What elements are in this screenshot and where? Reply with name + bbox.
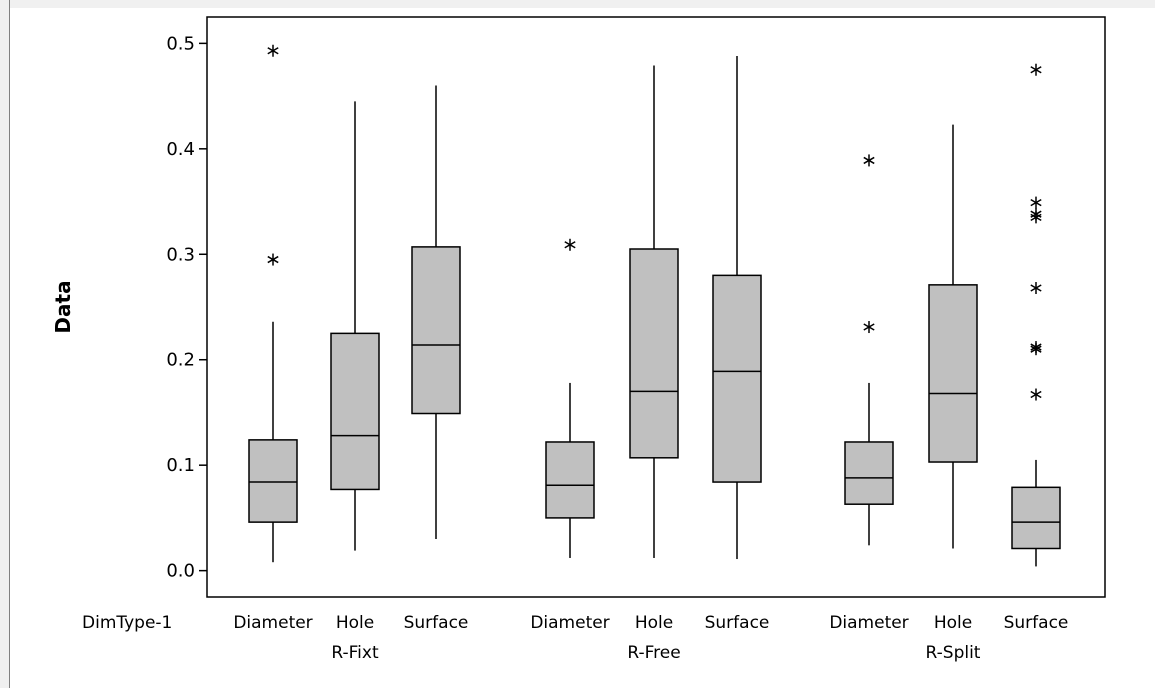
y-axis-label: Data xyxy=(51,280,75,333)
box-r-split-hole xyxy=(928,124,978,549)
box-r-split-diameter xyxy=(844,154,894,546)
group-r-split xyxy=(844,63,1061,567)
box-series xyxy=(248,44,1061,567)
outlier-point xyxy=(267,253,279,266)
y-axis: 0.0 0.1 0.2 0.3 0.4 0.5 xyxy=(166,33,207,582)
group-r-fixt xyxy=(248,44,461,563)
category-label: Diameter xyxy=(233,613,312,633)
iqr-box xyxy=(330,332,380,491)
category-label: Surface xyxy=(1004,613,1069,633)
outlier-point xyxy=(267,44,279,57)
outlier-point xyxy=(1030,282,1042,295)
window-top-edge xyxy=(10,0,1155,8)
box-r-free-diameter xyxy=(545,238,595,558)
iqr-box xyxy=(545,441,595,519)
category-label: Diameter xyxy=(530,613,609,633)
box-r-free-hole xyxy=(629,65,679,558)
category-label: Surface xyxy=(404,613,469,633)
y-tick-label: 0.4 xyxy=(166,139,195,160)
category-label: Hole xyxy=(934,613,972,633)
y-tick-label: 0.5 xyxy=(166,33,195,54)
box-r-fixt-diameter xyxy=(248,44,298,563)
iqr-box xyxy=(928,284,978,463)
category-label: Diameter xyxy=(829,613,908,633)
x-axis-labels: Diameter Hole Surface R-Fixt Diameter Hole Sur… xyxy=(233,613,1068,663)
outlier-stroke xyxy=(1030,198,1042,207)
outlier-stroke xyxy=(564,241,576,249)
outlier-stroke xyxy=(1030,343,1042,351)
outlier-point xyxy=(863,321,875,334)
box-r-split-surface xyxy=(1011,63,1061,567)
group-label: R-Fixt xyxy=(331,643,379,663)
outlier-stroke xyxy=(863,323,875,331)
y-tick-label: 0.1 xyxy=(166,455,195,476)
outlier-point xyxy=(1030,208,1042,221)
outlier-stroke xyxy=(1030,390,1042,399)
category-label: Hole xyxy=(635,613,673,633)
iqr-box xyxy=(1011,486,1061,550)
outlier-point xyxy=(1030,388,1042,401)
outlier-point xyxy=(564,238,576,251)
category-label: Surface xyxy=(705,613,770,633)
outlier-stroke xyxy=(1030,284,1042,292)
outlier-point xyxy=(1030,196,1042,209)
outlier-point xyxy=(863,154,875,167)
box-r-free-surface xyxy=(712,56,762,560)
outlier-point xyxy=(1030,341,1042,354)
box-r-fixt-hole xyxy=(330,101,380,551)
y-tick-label: 0.3 xyxy=(166,244,195,265)
outlier-stroke xyxy=(1030,210,1042,218)
box-r-fixt-surface xyxy=(411,85,461,539)
outlier-stroke xyxy=(1030,66,1042,74)
group-label: R-Split xyxy=(926,643,981,663)
iqr-box xyxy=(411,246,461,415)
outlier-point xyxy=(1030,63,1042,76)
group-r-free xyxy=(545,56,762,560)
iqr-box xyxy=(248,439,298,523)
iqr-box xyxy=(629,248,679,459)
group-label: R-Free xyxy=(627,643,680,663)
outlier-stroke xyxy=(863,156,875,165)
y-tick-label: 0.2 xyxy=(166,350,195,371)
window-left-edge xyxy=(0,0,10,688)
iqr-box xyxy=(712,274,762,483)
iqr-box xyxy=(844,441,894,505)
category-label: Hole xyxy=(336,613,374,633)
outlier-stroke xyxy=(267,255,279,264)
y-tick-label: 0.0 xyxy=(166,561,195,582)
inner-factor-label: DimType-1 xyxy=(82,613,172,633)
outlier-stroke xyxy=(267,47,279,55)
